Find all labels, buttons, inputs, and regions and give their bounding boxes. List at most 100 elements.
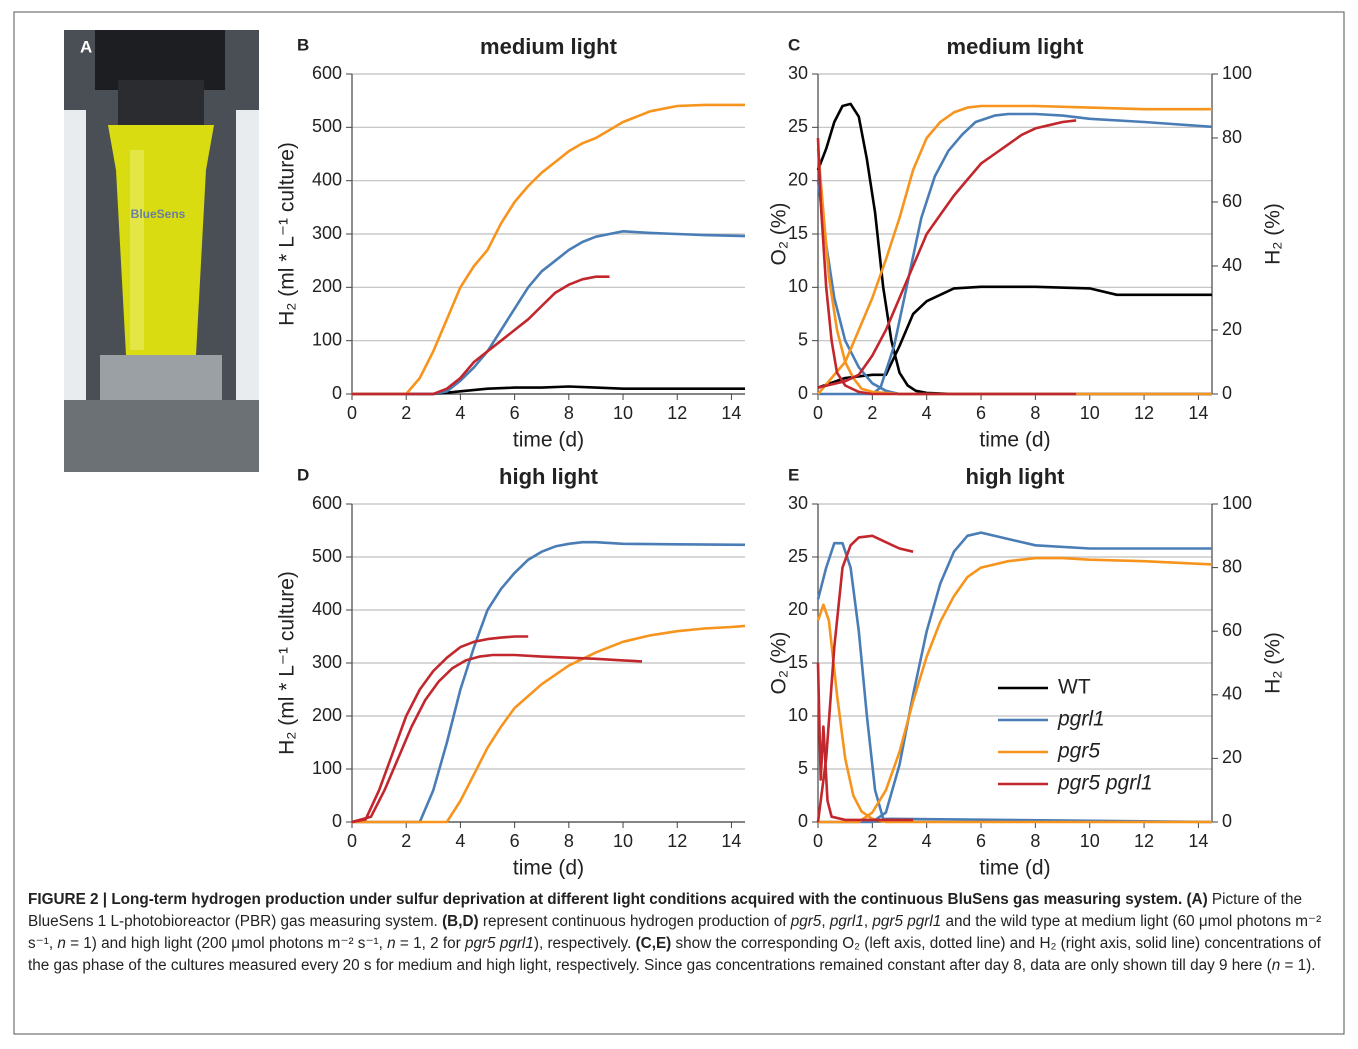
x-axis-label: time (d) — [513, 429, 584, 452]
x-tick-label: 8 — [1030, 831, 1040, 851]
y-tick-label: 10 — [788, 705, 808, 725]
y-tick-label: 400 — [312, 599, 342, 619]
y-tick-label: 10 — [788, 276, 808, 296]
x-tick-label: 8 — [564, 831, 574, 851]
data-line — [816, 662, 914, 822]
legend-label: pgrl1 — [1057, 708, 1105, 731]
caption-run: represent continuous hydrogen production… — [478, 913, 791, 930]
bottle-label: BlueSens — [131, 207, 186, 221]
x-tick-label: 0 — [813, 831, 823, 851]
cap — [118, 80, 204, 125]
y2-tick-label: 0 — [1222, 383, 1232, 403]
data-line — [351, 653, 643, 824]
x-tick-label: 10 — [613, 403, 633, 423]
data-line — [817, 104, 1212, 395]
y2-tick-label: 60 — [1222, 191, 1242, 211]
table — [64, 400, 259, 472]
x-tick-label: 14 — [721, 831, 741, 851]
chart-title: high light — [499, 464, 599, 489]
y2-tick-label: 20 — [1222, 747, 1242, 767]
y-tick-label: 100 — [312, 758, 342, 778]
blind — [236, 110, 259, 410]
y2-tick-label: 0 — [1222, 811, 1232, 831]
y-tick-label: 100 — [312, 329, 342, 349]
legend-label: pgr5 — [1057, 740, 1100, 763]
caption-run: = 1). — [1280, 957, 1316, 974]
caption-run: pgr5 pgrl1 — [872, 913, 942, 930]
caption-run: n — [387, 935, 396, 952]
panel-label: C — [788, 35, 800, 54]
y-axis-label: O₂ (%) — [768, 203, 791, 266]
caption-run: Picture of the BlueSens 1 L-photobioreac… — [28, 891, 1303, 930]
x-tick-label: 10 — [613, 831, 633, 851]
y2-tick-label: 80 — [1222, 556, 1242, 576]
caption-run: , — [821, 913, 830, 930]
y-tick-label: 600 — [312, 63, 342, 83]
photo: BlueSens A — [64, 30, 259, 472]
caption-run: show the corresponding O₂ (left axis, do… — [28, 935, 1321, 974]
caption-run: , — [863, 913, 873, 930]
x-tick-label: 12 — [1134, 403, 1154, 423]
y2-axis-label: H₂ (%) — [1262, 203, 1285, 265]
x-tick-label: 12 — [667, 831, 687, 851]
x-tick-label: 14 — [1188, 403, 1208, 423]
x-tick-label: 6 — [510, 403, 520, 423]
y-tick-label: 20 — [788, 599, 808, 619]
chart-title: medium light — [947, 34, 1085, 59]
legend-label: WT — [1058, 676, 1091, 699]
data-line — [352, 275, 610, 396]
caption-run: (C,E) — [635, 935, 672, 952]
caption-run: n — [57, 935, 66, 952]
caption-run: pgr5 pgrl1 — [464, 935, 534, 952]
data-line — [816, 137, 1077, 396]
y-tick-label: 30 — [788, 63, 808, 83]
data-line — [816, 102, 1212, 396]
chart-title: high light — [966, 464, 1066, 489]
data-line — [816, 541, 1213, 824]
y-tick-label: 20 — [788, 169, 808, 189]
data-line — [352, 385, 745, 396]
x-tick-label: 12 — [667, 403, 687, 423]
x-tick-label: 8 — [564, 403, 574, 423]
x-tick-label: 0 — [347, 831, 357, 851]
y-tick-label: 200 — [312, 705, 342, 725]
frame — [13, 11, 1345, 1035]
caption-run: ), respectively. — [533, 935, 636, 952]
legend-label: pgr5 pgrl1 — [1057, 772, 1153, 795]
x-tick-label: 2 — [401, 403, 411, 423]
y-tick-label: 300 — [312, 223, 342, 243]
y-tick-label: 200 — [312, 276, 342, 296]
y-tick-label: 25 — [788, 116, 808, 136]
x-tick-label: 4 — [455, 831, 465, 851]
caption-run: = 1) and high light (200 μmol photons m⁻… — [65, 935, 388, 952]
data-line — [817, 119, 1077, 389]
x-tick-label: 10 — [1080, 403, 1100, 423]
x-axis-label: time (d) — [979, 429, 1050, 452]
y-tick-label: 5 — [798, 758, 808, 778]
data-line — [818, 112, 1213, 396]
y-tick-label: 30 — [788, 493, 808, 513]
data-line — [352, 624, 746, 824]
x-axis-label: time (d) — [979, 857, 1050, 880]
caption-run: and the wild type at medium light (60 μm… — [28, 913, 1322, 952]
y-tick-label: 15 — [788, 652, 808, 672]
y-tick-label: 300 — [312, 652, 342, 672]
panel-label: A — [80, 37, 92, 56]
y2-tick-label: 80 — [1222, 127, 1242, 147]
data-line — [816, 534, 914, 823]
caption-run: = 1, 2 for — [395, 935, 465, 952]
data-line — [351, 635, 529, 824]
y-tick-label: 0 — [798, 811, 808, 831]
x-tick-label: 6 — [976, 831, 986, 851]
y2-tick-label: 40 — [1222, 684, 1242, 704]
panel-label: B — [297, 35, 309, 54]
x-tick-label: 14 — [721, 403, 741, 423]
data-line — [816, 148, 1212, 396]
y-axis-label: H₂ (ml * L⁻¹ culture) — [276, 571, 299, 755]
y-tick-label: 500 — [312, 116, 342, 136]
